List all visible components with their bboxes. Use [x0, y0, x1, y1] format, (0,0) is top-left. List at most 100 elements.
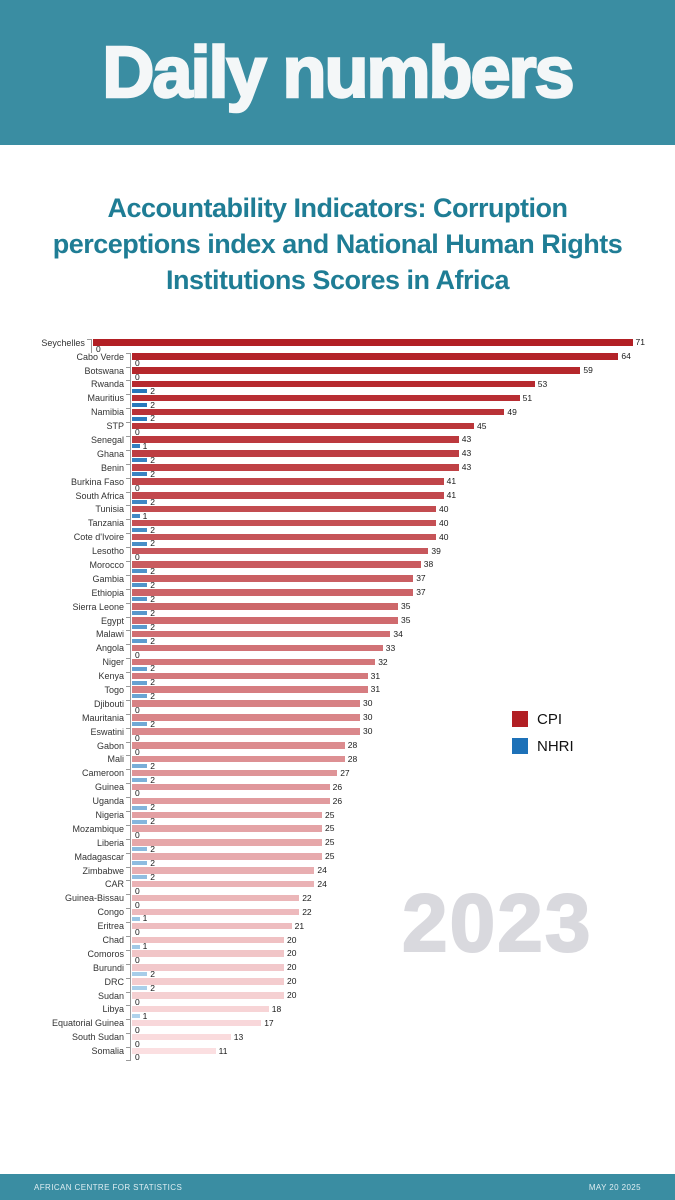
country-label: Chad — [102, 935, 124, 946]
legend-label-cpi: CPI — [537, 710, 563, 728]
nhri-value: 0 — [135, 482, 140, 493]
cpi-bar — [132, 547, 429, 555]
cpi-value: 53 — [537, 378, 548, 389]
country-label: Cabo Verde — [76, 351, 124, 362]
nhri-value: 2 — [150, 399, 155, 410]
country-label: Guinea-Bissau — [64, 893, 124, 904]
cpi-value: 31 — [370, 684, 381, 695]
cpi-value: 33 — [385, 642, 396, 653]
chart-row: Chad 20 1 — [30, 935, 645, 952]
country-label: Cote d'Ivoire — [73, 532, 124, 543]
chart-row: Guinea 26 0 — [30, 782, 645, 798]
country-label: Mali — [107, 754, 124, 765]
country-bars: 24 0 — [126, 880, 645, 895]
chart-row: Cameroon 27 2 — [30, 769, 645, 784]
country-label: Namibia — [90, 407, 124, 418]
country-bars: 25 2 — [126, 810, 645, 825]
cpi-bar — [132, 783, 330, 791]
cpi-value: 40 — [439, 517, 449, 528]
chart-row: Rwanda 53 2 — [30, 378, 645, 396]
country-bars: 28 2 — [126, 755, 645, 770]
cpi-bar — [132, 978, 284, 985]
cpi-bar — [132, 533, 436, 541]
country-bars: 17 0 — [126, 1019, 645, 1034]
nhri-value: 2 — [150, 982, 155, 993]
chart-row: Tanzania 40 2 — [30, 517, 645, 534]
nhri-value: 0 — [135, 899, 140, 910]
nhri-value: 2 — [150, 385, 155, 396]
country-label: Ethiopia — [91, 587, 124, 598]
cpi-bar — [132, 950, 284, 957]
country-bars: 31 2 — [126, 684, 645, 700]
cpi-bar — [132, 1019, 262, 1027]
nhri-bar — [132, 777, 148, 782]
country-bars: 38 2 — [126, 560, 645, 575]
country-label: Mozambique — [72, 823, 124, 834]
cpi-bar — [132, 992, 284, 999]
country-label: Somalia — [91, 1046, 124, 1057]
country-bars: 25 2 — [126, 852, 645, 867]
cpi-bar — [132, 908, 300, 916]
nhri-bar — [132, 986, 148, 991]
nhri-value: 2 — [150, 871, 155, 882]
country-bars: 40 2 — [126, 517, 645, 534]
cpi-bar — [132, 922, 292, 930]
country-bars: 20 0 — [126, 949, 645, 964]
chart-row: Gambia 37 2 — [30, 574, 645, 589]
country-bars: 13 0 — [126, 1033, 645, 1048]
chart-row: Burkina Faso 41 0 — [30, 477, 645, 493]
country-bars: 22 1 — [126, 908, 645, 924]
nhri-value: 2 — [150, 468, 155, 479]
cpi-bar — [132, 672, 368, 680]
chart-row: Libya 18 1 — [30, 1005, 645, 1020]
cpi-value: 25 — [325, 823, 335, 834]
chart-row: Cabo Verde 64 0 — [30, 351, 645, 368]
nhri-bar — [132, 444, 140, 449]
cpi-value: 45 — [477, 420, 487, 431]
country-label: Guinea — [94, 782, 124, 793]
header-banner: Daily numbers — [0, 0, 675, 145]
chart-row: Equatorial Guinea 17 0 — [30, 1019, 645, 1034]
country-label: Botswana — [84, 365, 124, 376]
country-bars: 40 1 — [126, 505, 645, 521]
country-bars: 49 2 — [126, 408, 645, 422]
chart-row: Seychelles 71 0 — [30, 338, 645, 354]
cpi-value: 31 — [370, 670, 381, 681]
country-label: STP — [106, 421, 124, 432]
chart-row: Lesotho 39 0 — [30, 545, 645, 562]
chart-row: Togo 31 2 — [30, 684, 645, 700]
nhri-value: 0 — [95, 343, 101, 354]
country-bars: 37 2 — [126, 574, 645, 589]
country-label: Angola — [95, 643, 124, 654]
nhri-value: 1 — [142, 941, 148, 952]
chart-row: Ethiopia 37 2 — [30, 587, 645, 603]
nhri-bar — [132, 388, 148, 393]
country-label: Djibouti — [93, 698, 124, 709]
nhri-bar — [132, 916, 140, 921]
nhri-value: 2 — [150, 719, 155, 730]
country-bars: 27 2 — [126, 769, 645, 784]
country-label: Benin — [100, 462, 124, 473]
legend-item-cpi: CPI — [512, 711, 574, 728]
nhri-value: 0 — [135, 357, 140, 368]
nhri-bar — [132, 513, 140, 518]
nhri-bar — [132, 1013, 140, 1018]
nhri-value: 1 — [142, 510, 148, 521]
cpi-bar — [132, 561, 421, 568]
cpi-bar — [132, 603, 398, 610]
chart-row: Ghana 43 2 — [30, 449, 645, 464]
country-label: Eswatini — [90, 726, 124, 737]
cpi-bar — [132, 505, 436, 513]
cpi-value: 39 — [431, 545, 441, 556]
country-label: DRC — [104, 976, 125, 987]
footer-left: AFRICAN CENTRE FOR STATISTICS — [34, 1182, 183, 1192]
chart-row: Liberia 25 2 — [30, 838, 645, 855]
nhri-bar — [132, 722, 148, 727]
nhri-value: 1 — [142, 913, 148, 924]
chart-row: Namibia 49 2 — [30, 407, 645, 423]
cpi-value: 20 — [287, 962, 297, 973]
country-label: Tunisia — [95, 504, 124, 515]
nhri-value: 2 — [150, 844, 155, 855]
chart-row: Zimbabwe 24 2 — [30, 866, 645, 882]
cpi-bar — [132, 867, 315, 874]
